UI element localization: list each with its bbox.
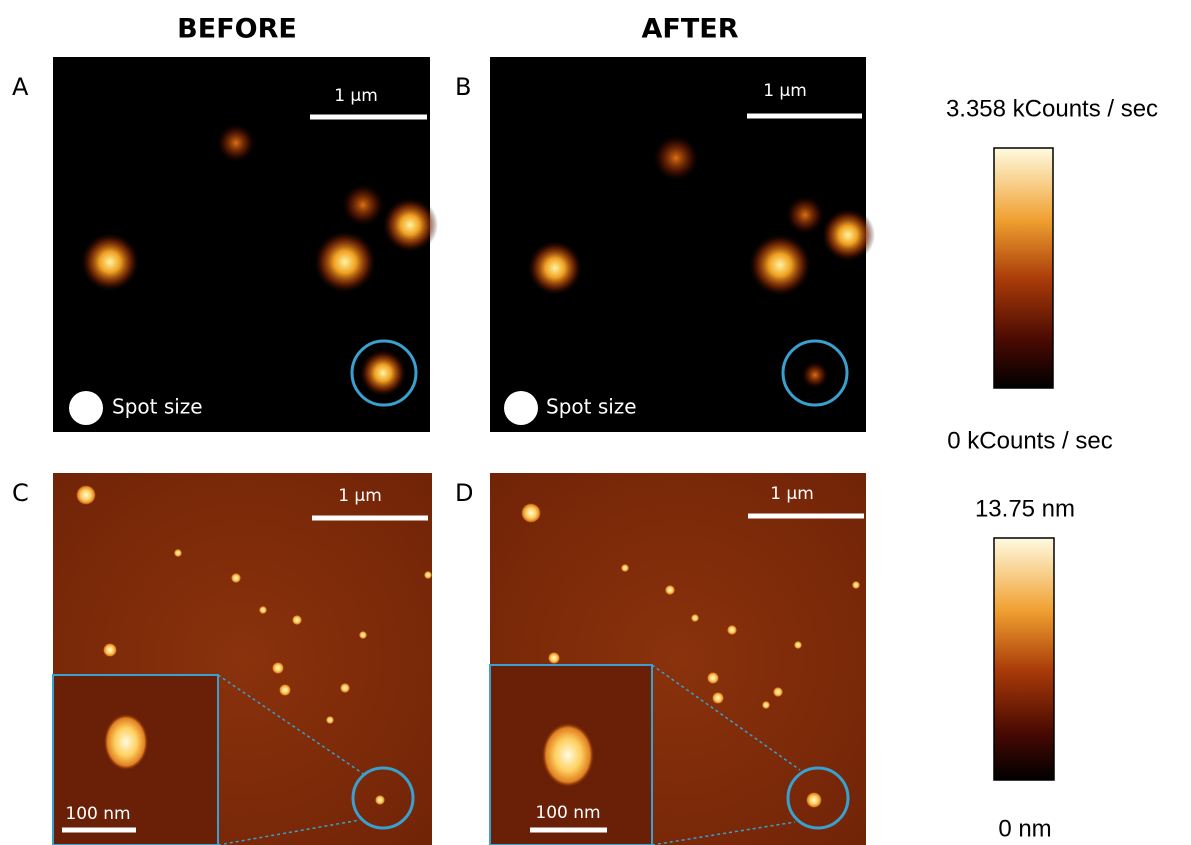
panel-label: C — [12, 479, 29, 507]
panel-label: B — [455, 73, 471, 101]
colorbar — [993, 537, 1055, 781]
afm-image — [489, 473, 866, 845]
scale-bar-label: 1 µm — [338, 486, 382, 506]
fluorescence-image — [490, 57, 875, 432]
spot-size-label: Spot size — [546, 395, 637, 419]
column-header: AFTER — [642, 14, 739, 45]
scale-bar-label: 1 µm — [334, 86, 378, 106]
fluorescence-image — [53, 57, 438, 432]
scale-bar-label: 1 µm — [763, 81, 807, 101]
colorbar — [993, 147, 1054, 389]
colorbar-max-label: 3.358 kCounts / sec — [946, 95, 1158, 122]
inset-scale-bar-label: 100 nm — [65, 804, 130, 824]
colorbar-min-label: 0 nm — [998, 815, 1051, 842]
scale-bar-label: 1 µm — [770, 484, 814, 504]
afm-image — [52, 473, 432, 845]
inset-scale-bar-label: 100 nm — [535, 803, 600, 823]
column-header: BEFORE — [177, 14, 297, 45]
colorbar-max-label: 13.75 nm — [975, 495, 1075, 522]
panel-label: D — [455, 479, 473, 507]
spot-size-label: Spot size — [112, 395, 203, 419]
colorbar-min-label: 0 kCounts / sec — [947, 427, 1112, 454]
panel-label: A — [12, 73, 29, 101]
